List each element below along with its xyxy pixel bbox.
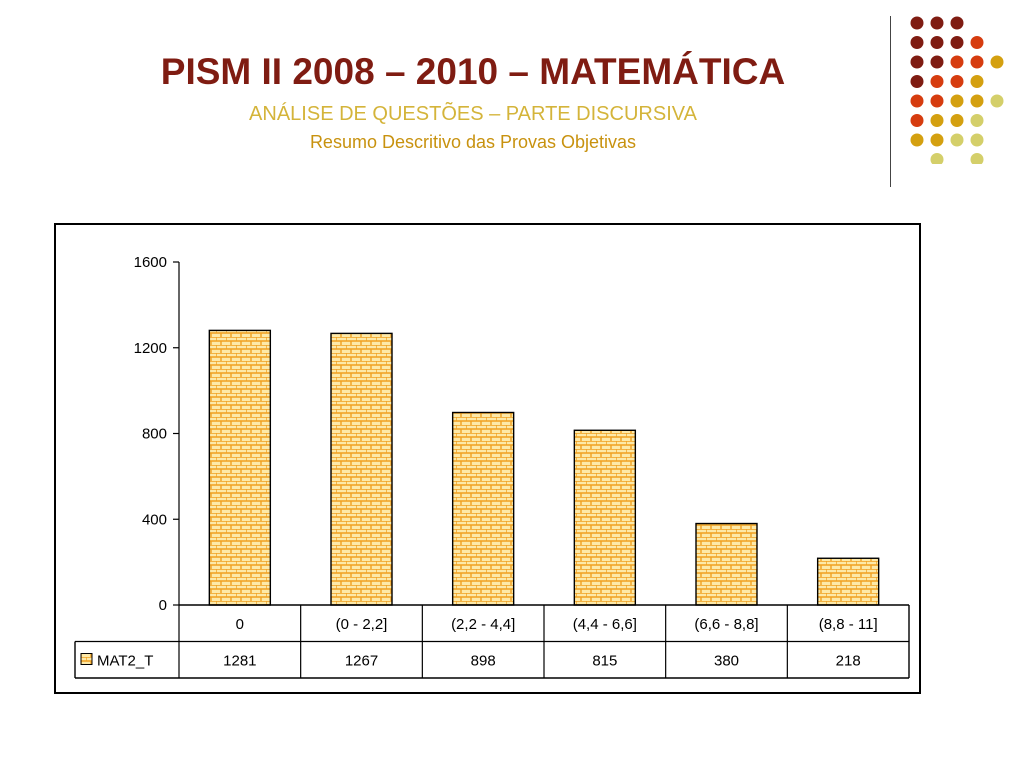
- decorative-dot: [950, 55, 964, 69]
- bar: [573, 429, 637, 606]
- decorative-dot: [950, 36, 964, 49]
- decorative-dot: [930, 16, 944, 30]
- data-label: 898: [471, 653, 496, 670]
- decorative-dot: [950, 94, 964, 108]
- x-category-label: (8,8 - 11]: [819, 616, 878, 633]
- decorative-dot: [950, 114, 964, 127]
- decorative-dot: [970, 36, 984, 49]
- x-category-label: (0 - 2,2]: [336, 616, 388, 633]
- bar: [695, 522, 758, 606]
- decorative-dot: [910, 36, 924, 49]
- chart-frame: 0 400 800 1200 1600 0 (0 - 2,2] (2,2 - 4,4] (4,…: [54, 223, 921, 694]
- decorative-dot: [970, 55, 984, 69]
- bars: [208, 329, 880, 606]
- decorative-dot: [910, 75, 924, 88]
- decorative-dot: [910, 133, 924, 147]
- decorative-dot: [990, 55, 1004, 69]
- decorative-dot: [970, 75, 984, 88]
- decorative-dot: [910, 16, 924, 30]
- slide-subtitle: ANÁLISE DE QUESTÕES – PARTE DISCURSIVA: [249, 103, 697, 125]
- data-label: 1281: [223, 653, 256, 670]
- bar: [451, 411, 515, 606]
- decorative-dot: [930, 94, 944, 108]
- decorative-dot: [930, 55, 944, 69]
- decorative-dot: [910, 114, 924, 127]
- y-axis: 0 400 800 1200 1600: [134, 254, 180, 614]
- decorative-dot: [910, 55, 924, 69]
- x-category-label: (6,6 - 8,8]: [694, 616, 758, 633]
- y-tick-label: 800: [142, 426, 167, 443]
- x-category-label: (2,2 - 4,4]: [451, 616, 515, 633]
- slide-title: PISM II 2008 – 2010 – MATEMÁTICA: [160, 51, 786, 92]
- decorative-dot: [970, 133, 984, 147]
- data-label: 218: [836, 653, 861, 670]
- y-tick-label: 400: [142, 511, 167, 528]
- decorative-dot: [930, 114, 944, 127]
- data-label: 1267: [345, 653, 378, 670]
- bar: [208, 329, 272, 606]
- data-label: 380: [714, 653, 739, 670]
- decorative-dot: [910, 94, 924, 108]
- decorative-dot: [950, 75, 964, 88]
- decorative-dot: [950, 16, 964, 30]
- x-category-label: (4,4 - 6,6]: [573, 616, 637, 633]
- legend-swatch: [80, 653, 93, 665]
- decorative-dot: [970, 153, 984, 164]
- bar: [816, 557, 880, 606]
- bar: [330, 332, 393, 606]
- decorative-dot: [930, 153, 944, 164]
- decorative-dot: [990, 94, 1004, 108]
- slide-subtitle-secondary: Resumo Descritivo das Provas Objetivas: [309, 132, 637, 152]
- decorative-dot-grid: [910, 16, 1004, 164]
- decorative-dot: [950, 133, 964, 147]
- decorative-divider: [890, 16, 891, 187]
- x-category-label: 0: [236, 616, 244, 633]
- data-table: 0 (0 - 2,2] (2,2 - 4,4] (4,4 - 6,6] (6,6 - 8…: [74, 604, 910, 679]
- data-label: 815: [592, 653, 617, 670]
- decorative-dot: [970, 114, 984, 127]
- decorative-dot: [930, 75, 944, 88]
- decorative-dot: [970, 94, 984, 108]
- bar-chart: 0 400 800 1200 1600 0 (0 - 2,2] (2,2 - 4,4] (4,…: [74, 254, 910, 679]
- y-tick-label: 1200: [134, 340, 167, 357]
- y-tick-label: 1600: [134, 254, 167, 271]
- decorative-dot: [930, 36, 944, 49]
- legend-series-name: MAT2_T: [97, 653, 153, 670]
- decorative-dot: [930, 133, 944, 147]
- y-tick-label: 0: [159, 597, 167, 614]
